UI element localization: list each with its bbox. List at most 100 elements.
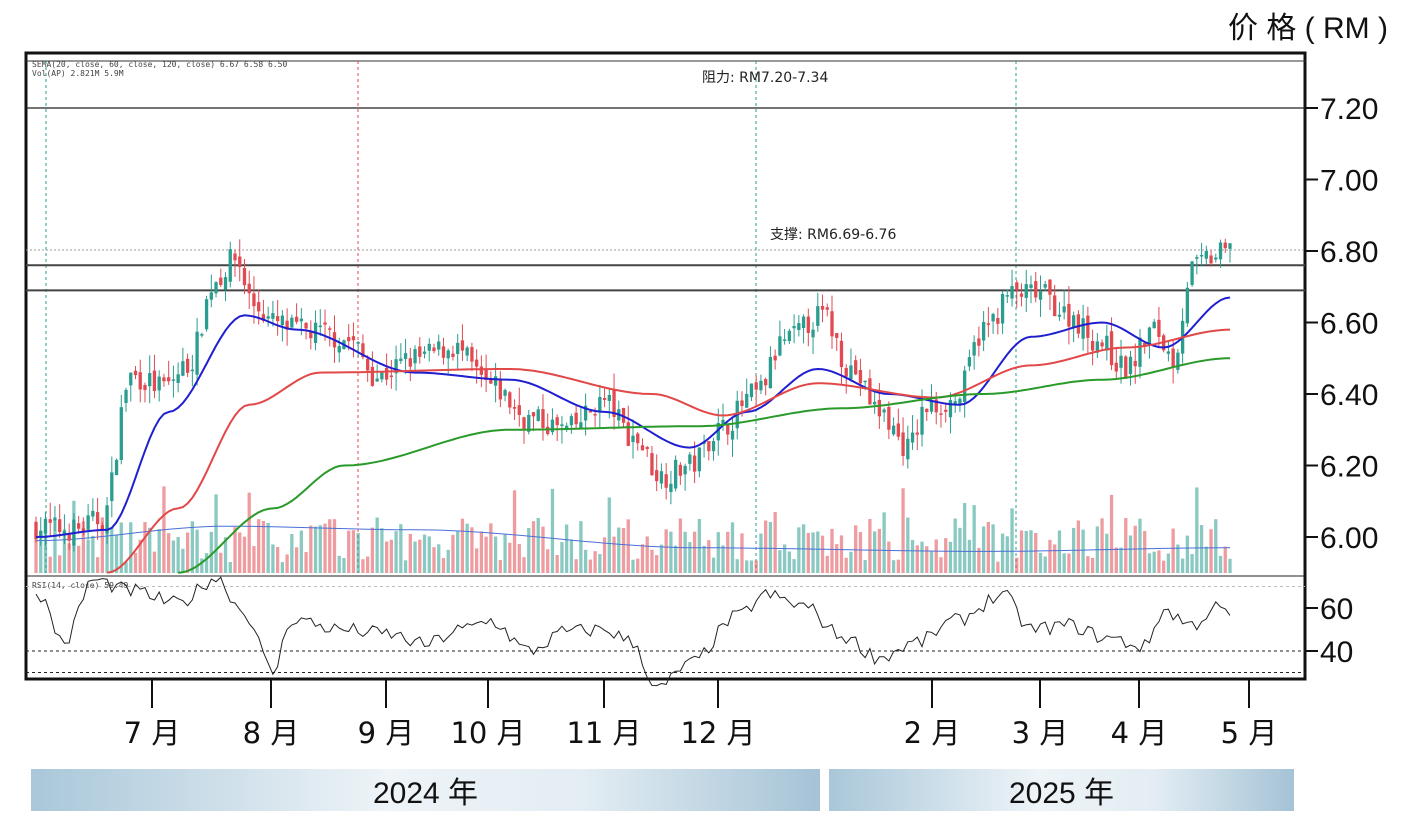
candle-body bbox=[479, 366, 484, 375]
candle-body bbox=[157, 376, 161, 391]
volume-bar bbox=[375, 517, 379, 573]
volume-bar bbox=[664, 529, 668, 573]
volume-bar bbox=[522, 557, 526, 573]
volume-bar bbox=[517, 543, 521, 573]
price-tick-label: 7.00 bbox=[1320, 165, 1378, 198]
price-axis-title: 价 格 ( RM ) bbox=[1228, 12, 1388, 45]
volume-bar bbox=[43, 530, 48, 573]
candle-body bbox=[1223, 242, 1227, 249]
volume-bar bbox=[1081, 529, 1085, 573]
volume-bar bbox=[204, 553, 209, 573]
volume-bar bbox=[948, 541, 953, 573]
level-lines bbox=[26, 107, 1305, 292]
candle-body bbox=[683, 465, 687, 475]
candle-body bbox=[148, 373, 152, 387]
ema120-line bbox=[178, 357, 1230, 574]
volume-bar bbox=[811, 532, 815, 573]
candle-body bbox=[432, 347, 436, 352]
volume-bar bbox=[1053, 544, 1057, 573]
volume-bar bbox=[1180, 558, 1185, 573]
volume-bar bbox=[1162, 560, 1166, 573]
candle-body bbox=[692, 455, 697, 472]
volume-bar bbox=[550, 488, 555, 573]
candle-body bbox=[607, 394, 611, 401]
candle-body bbox=[394, 359, 398, 374]
volume-bar bbox=[323, 523, 327, 573]
candle-body bbox=[806, 316, 810, 333]
volume-bar bbox=[105, 524, 109, 573]
candle-body bbox=[413, 349, 417, 364]
volume-bar bbox=[1043, 556, 1047, 573]
candlesticks bbox=[34, 238, 1232, 552]
volume-bar bbox=[854, 525, 858, 573]
volume-bar bbox=[271, 544, 275, 573]
volume-bar bbox=[261, 520, 266, 573]
volume-bar bbox=[1166, 553, 1171, 573]
candle-body bbox=[399, 358, 403, 362]
volume-bar bbox=[257, 519, 261, 573]
volume-bar bbox=[967, 539, 972, 573]
candle-body bbox=[1204, 250, 1208, 259]
candle-body bbox=[773, 355, 777, 361]
volume-bar bbox=[451, 534, 455, 573]
volume-bar bbox=[697, 518, 701, 573]
candle-body bbox=[517, 405, 521, 415]
candle-body bbox=[740, 400, 744, 406]
volume-bar bbox=[219, 552, 223, 573]
volume-bar bbox=[1147, 553, 1152, 573]
candle-body bbox=[162, 377, 166, 382]
volume-bar bbox=[787, 551, 792, 573]
candle-body bbox=[76, 523, 81, 529]
month-label: 11 月 bbox=[566, 716, 641, 750]
candle-body bbox=[948, 400, 953, 418]
candle-body bbox=[1043, 284, 1047, 288]
candle-body bbox=[493, 376, 498, 386]
volume-bar bbox=[304, 552, 308, 573]
candle-body bbox=[1143, 342, 1147, 347]
candle-body bbox=[854, 360, 858, 375]
candle-body bbox=[673, 459, 678, 489]
volume-bar bbox=[536, 517, 540, 573]
volume-bar bbox=[778, 550, 782, 573]
candle-body bbox=[986, 323, 991, 325]
volume-bar bbox=[413, 541, 417, 573]
candle-body bbox=[1076, 314, 1081, 334]
candle-body bbox=[294, 316, 299, 322]
volume-bar bbox=[1048, 539, 1052, 573]
candle-body bbox=[318, 325, 322, 328]
volume-bar bbox=[228, 562, 232, 573]
candle-body bbox=[981, 321, 986, 341]
volume-bar bbox=[764, 520, 768, 573]
volume-bar bbox=[441, 558, 446, 573]
volume-bar bbox=[119, 522, 123, 573]
candle-body bbox=[560, 424, 564, 426]
legend: SEMA(20, close, 60, close, 120, close) 6… bbox=[32, 60, 287, 590]
candle-body bbox=[934, 399, 938, 413]
candle-body bbox=[967, 357, 972, 367]
volume-bar bbox=[844, 557, 848, 573]
month-label: 3 月 bbox=[1012, 716, 1069, 750]
candle-body bbox=[266, 316, 270, 319]
candle-body bbox=[81, 528, 86, 532]
volume-bar bbox=[233, 527, 237, 573]
volume-bar bbox=[721, 545, 725, 573]
volume-bar bbox=[356, 533, 360, 573]
candle-body bbox=[100, 525, 104, 530]
volume-bar bbox=[915, 545, 919, 573]
candle-body bbox=[152, 370, 157, 392]
candle-body bbox=[190, 369, 195, 372]
volume-bar bbox=[986, 521, 991, 573]
volume-bar bbox=[1038, 552, 1043, 573]
volume-bar bbox=[456, 531, 460, 573]
candle-body bbox=[963, 370, 967, 402]
candle-body bbox=[726, 424, 730, 435]
candle-body bbox=[200, 334, 204, 336]
candle-body bbox=[1105, 335, 1109, 351]
volume-bar bbox=[669, 531, 673, 573]
candle-body bbox=[792, 326, 796, 329]
volume-bar bbox=[569, 539, 574, 573]
volume-bar bbox=[351, 530, 356, 573]
volume-bar bbox=[1090, 557, 1095, 573]
price-tick-label: 6.20 bbox=[1320, 451, 1378, 484]
candle-body bbox=[1010, 286, 1014, 299]
